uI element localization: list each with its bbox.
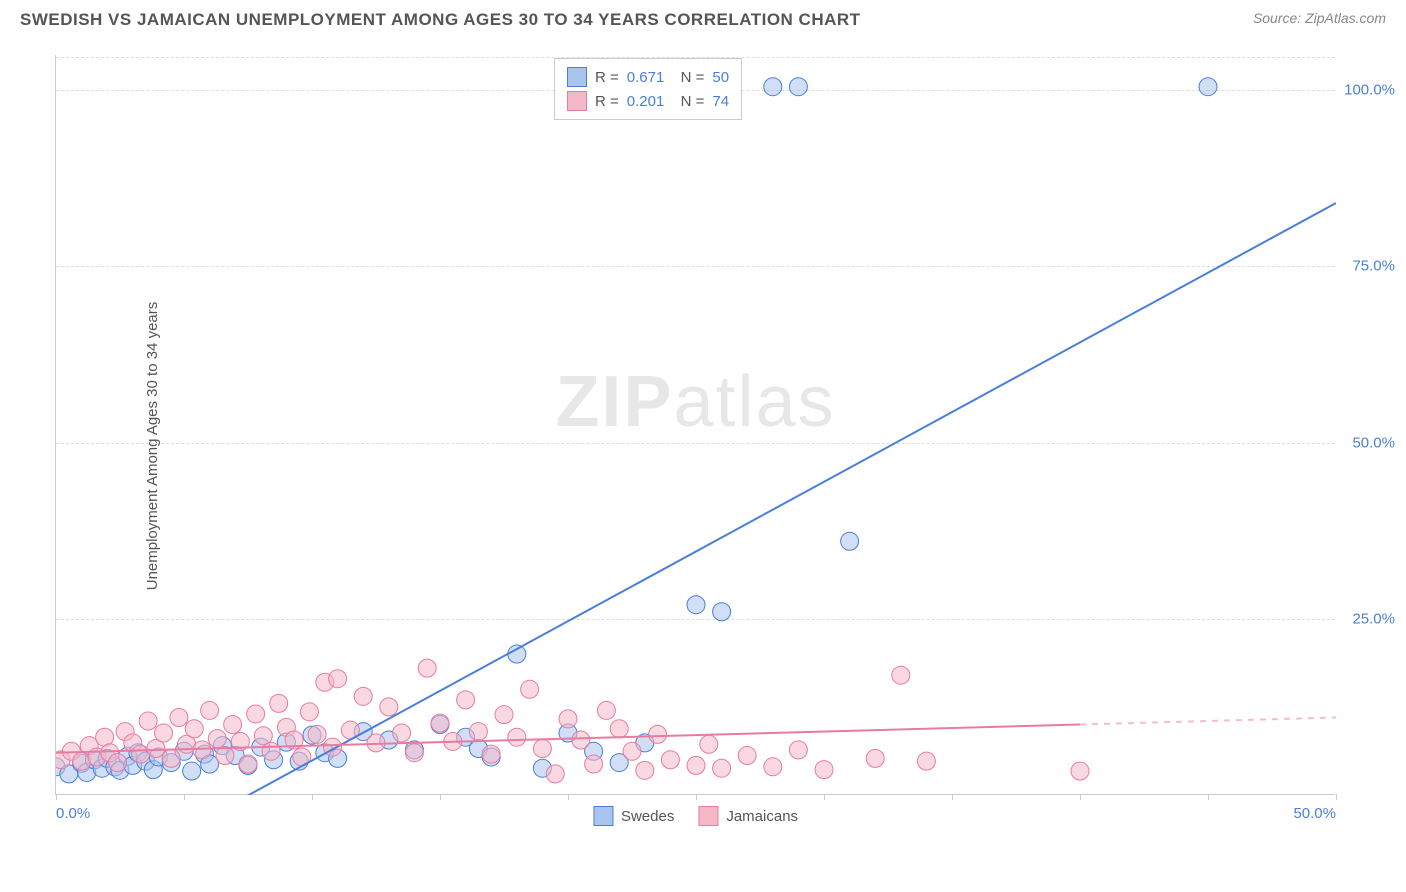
scatter-point xyxy=(559,710,577,728)
scatter-point xyxy=(546,765,564,783)
scatter-svg xyxy=(56,55,1336,795)
legend-swatch-jamaicans xyxy=(567,91,587,111)
source-attribution: Source: ZipAtlas.com xyxy=(1253,10,1386,26)
scatter-point xyxy=(623,742,641,760)
scatter-point xyxy=(815,761,833,779)
scatter-point xyxy=(713,603,731,621)
scatter-point xyxy=(917,752,935,770)
scatter-point xyxy=(892,666,910,684)
scatter-point xyxy=(201,701,219,719)
scatter-point xyxy=(764,78,782,96)
scatter-point xyxy=(162,749,180,767)
y-tick-label: 75.0% xyxy=(1352,258,1395,275)
scatter-point xyxy=(1071,762,1089,780)
chart-title: SWEDISH VS JAMAICAN UNEMPLOYMENT AMONG A… xyxy=(20,10,861,30)
legend-item-jamaicans: Jamaicans xyxy=(698,806,798,826)
scatter-point xyxy=(585,755,603,773)
scatter-point xyxy=(247,705,265,723)
scatter-point xyxy=(482,745,500,763)
scatter-point xyxy=(687,756,705,774)
scatter-point xyxy=(239,755,257,773)
scatter-point xyxy=(738,747,756,765)
legend-row-jamaicans: R = 0.201 N = 74 xyxy=(567,89,729,113)
scatter-point xyxy=(713,759,731,777)
scatter-point xyxy=(329,670,347,688)
scatter-point xyxy=(687,596,705,614)
y-tick-label: 25.0% xyxy=(1352,610,1395,627)
scatter-point xyxy=(789,741,807,759)
legend-item-swedes: Swedes xyxy=(593,806,674,826)
scatter-point xyxy=(508,728,526,746)
scatter-point xyxy=(469,723,487,741)
scatter-point xyxy=(185,720,203,738)
trend-line xyxy=(184,203,1336,795)
scatter-point xyxy=(700,735,718,753)
scatter-point xyxy=(270,694,288,712)
scatter-point xyxy=(521,680,539,698)
scatter-point xyxy=(597,701,615,719)
scatter-point xyxy=(183,762,201,780)
scatter-point xyxy=(139,712,157,730)
legend-swatch-icon xyxy=(698,806,718,826)
scatter-point xyxy=(1199,78,1217,96)
scatter-point xyxy=(841,532,859,550)
scatter-point xyxy=(431,714,449,732)
scatter-point xyxy=(193,741,211,759)
scatter-point xyxy=(418,659,436,677)
scatter-point xyxy=(108,754,126,772)
scatter-point xyxy=(208,730,226,748)
y-tick-label: 100.0% xyxy=(1344,82,1395,99)
scatter-point xyxy=(764,758,782,776)
correlation-legend: R = 0.671 N = 50 R = 0.201 N = 74 xyxy=(554,58,742,120)
scatter-point xyxy=(649,725,667,743)
scatter-point xyxy=(405,744,423,762)
scatter-point xyxy=(866,749,884,767)
legend-swatch-swedes xyxy=(567,67,587,87)
scatter-point xyxy=(789,78,807,96)
legend-row-swedes: R = 0.671 N = 50 xyxy=(567,65,729,89)
scatter-point xyxy=(155,724,173,742)
scatter-point xyxy=(262,742,280,760)
scatter-point xyxy=(393,724,411,742)
series-legend: Swedes Jamaicans xyxy=(593,806,798,826)
scatter-point xyxy=(610,720,628,738)
chart-container: ZIPatlas R = 0.671 N = 50 R = 0.201 N = … xyxy=(55,55,1385,815)
scatter-point xyxy=(572,731,590,749)
scatter-point xyxy=(636,761,654,779)
x-tick-label: 0.0% xyxy=(56,805,90,822)
scatter-point xyxy=(661,751,679,769)
scatter-point xyxy=(354,687,372,705)
x-tick-label: 50.0% xyxy=(1293,805,1336,822)
legend-swatch-icon xyxy=(593,806,613,826)
scatter-point xyxy=(300,703,318,721)
scatter-point xyxy=(224,716,242,734)
scatter-point xyxy=(533,739,551,757)
scatter-point xyxy=(508,645,526,663)
scatter-point xyxy=(308,725,326,743)
x-tick-mark xyxy=(1336,794,1337,800)
scatter-point xyxy=(380,698,398,716)
scatter-point xyxy=(457,691,475,709)
plot-area: ZIPatlas R = 0.671 N = 50 R = 0.201 N = … xyxy=(55,55,1335,795)
scatter-point xyxy=(170,708,188,726)
scatter-point xyxy=(495,706,513,724)
trend-line-dashed xyxy=(1080,717,1336,724)
y-tick-label: 50.0% xyxy=(1352,434,1395,451)
